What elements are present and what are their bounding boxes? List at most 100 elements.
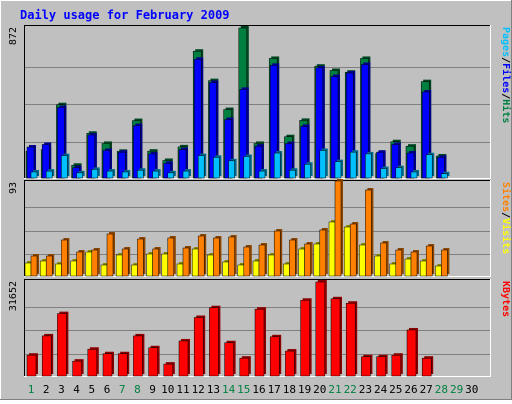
bar-kbytes-day-27: [421, 356, 434, 377]
bar-visits-day-5-face: [85, 251, 93, 277]
panel-3: [24, 279, 491, 377]
bar-sites-day-17: [273, 229, 283, 277]
bar-kbytes-day-6: [102, 351, 114, 377]
panel-2: [24, 179, 491, 277]
bar-sites-day-28: [441, 248, 450, 277]
bar-sites-day-6-face: [106, 233, 114, 277]
x-label-day-18: 18: [283, 383, 296, 396]
bar-files-day-22-face: [345, 72, 354, 179]
bar-pages-day-19: [304, 162, 313, 179]
x-label-day-15: 15: [237, 383, 250, 396]
bar-kbytes-day-18-face: [285, 350, 295, 377]
x-label-day-8: 8: [134, 383, 141, 396]
bar-pages-day-22-face: [349, 151, 357, 179]
bar-sites-day-12-face: [197, 235, 205, 277]
bar-pages-day-15-face: [243, 156, 251, 179]
bar-pages-day-14: [228, 158, 237, 179]
bar-sites-day-14-face: [228, 236, 235, 277]
bar-files-day-16: [254, 144, 264, 179]
chart-title: Daily usage for February 2009: [20, 8, 230, 22]
x-label-day-6: 6: [104, 383, 111, 396]
bar-pages-day-20: [319, 148, 328, 179]
bar-kbytes-day-15: [239, 356, 251, 377]
bar-files-day-17: [269, 63, 280, 179]
bar-sites-day-27-face: [425, 245, 433, 277]
x-label-day-14: 14: [222, 383, 236, 396]
bar-visits-day-25-face: [389, 263, 397, 277]
bar-sites-day-14: [228, 235, 237, 277]
bar-visits-day-27-face: [419, 260, 427, 277]
bar-pages-day-12-face: [197, 155, 205, 179]
bar-kbytes-day-19-face: [300, 300, 310, 377]
bar-files-day-2-face: [41, 144, 50, 179]
x-label-day-23: 23: [359, 383, 372, 396]
bar-files-day-23: [361, 62, 371, 179]
bar-pages-day-22: [349, 150, 359, 179]
bar-sites-day-6: [106, 232, 115, 277]
legend-item: Sites: [500, 182, 512, 212]
bar-sites-day-11: [182, 246, 191, 277]
legend-sites-visits: Sites/Visits: [500, 182, 512, 254]
bar-pages-day-11-face: [182, 170, 190, 179]
bar-sites-day-5-face: [91, 249, 99, 277]
legend-item: Pages: [500, 27, 511, 57]
bar-files-day-25-face: [391, 144, 400, 179]
bar-pages-day-20-face: [319, 150, 327, 179]
bar-visits-day-21-face: [328, 221, 336, 277]
bar-sites-day-8: [137, 237, 146, 277]
legend-kbytes: KBytes: [500, 281, 511, 317]
bar-kbytes-day-19: [300, 298, 312, 377]
bar-files-day-15-face: [239, 89, 248, 179]
panel-1: [24, 25, 491, 179]
x-label-day-28: 28: [435, 383, 448, 396]
x-label-day-20: 20: [313, 383, 326, 396]
bar-sites-day-8-face: [137, 238, 144, 277]
bar-visits-day-2-face: [39, 260, 47, 277]
bar-kbytes-day-12-face: [193, 317, 204, 377]
x-label-day-25: 25: [389, 383, 402, 396]
bar-files-day-21-face: [330, 76, 339, 179]
bar-files-day-1-face: [26, 146, 35, 179]
bar-sites-day-21-face: [334, 180, 342, 277]
bar-kbytes-day-25-face: [391, 354, 402, 377]
bar-pages-day-27: [425, 152, 435, 179]
bar-pages-day-16: [258, 169, 267, 179]
bar-kbytes-day-3-face: [57, 313, 67, 377]
bar-visits-day-10-face: [161, 253, 169, 277]
bar-sites-day-20: [319, 228, 328, 277]
bar-kbytes-day-2-face: [41, 335, 52, 377]
bar-kbytes-day-8: [133, 333, 145, 377]
bar-files-day-14: [224, 117, 234, 179]
bar-files-day-3: [57, 105, 67, 179]
bar-sites-day-19: [304, 242, 313, 277]
bar-sites-day-19-face: [304, 243, 311, 277]
bar-pages-day-2: [45, 169, 55, 179]
bar-kbytes-day-6-face: [102, 353, 113, 377]
x-label-day-30: 30: [465, 383, 478, 396]
bar-visits-day-28-face: [435, 265, 442, 277]
bar-kbytes-day-1: [26, 353, 38, 377]
bar-pages-day-3: [61, 153, 70, 179]
bar-sites-day-24-face: [380, 242, 387, 277]
bar-pages-day-27-face: [425, 154, 433, 179]
bar-pages-day-5-face: [91, 169, 99, 179]
x-label-day-16: 16: [252, 383, 265, 396]
bar-sites-day-16-face: [258, 244, 266, 277]
bar-files-day-7-face: [117, 151, 126, 179]
x-label-day-3: 3: [58, 383, 65, 396]
bar-visits-day-14-face: [222, 261, 229, 277]
bar-pages-day-10: [167, 170, 176, 179]
bar-files-day-12-face: [193, 59, 202, 179]
legend-pages-files-hits: Pages/Files/Hits: [500, 27, 512, 123]
bar-files-day-20: [315, 65, 325, 179]
bar-kbytes-day-11-face: [178, 340, 189, 377]
bar-sites-day-23-face: [365, 189, 372, 277]
bar-kbytes-day-10-face: [163, 363, 174, 377]
bar-sites-day-21: [334, 179, 343, 277]
bar-visits-day-6-face: [100, 264, 108, 277]
x-label-day-24: 24: [374, 383, 388, 396]
bar-visits-day-26-face: [404, 258, 412, 277]
bar-visits-day-12-face: [191, 248, 199, 277]
bar-sites-day-5: [91, 248, 100, 277]
